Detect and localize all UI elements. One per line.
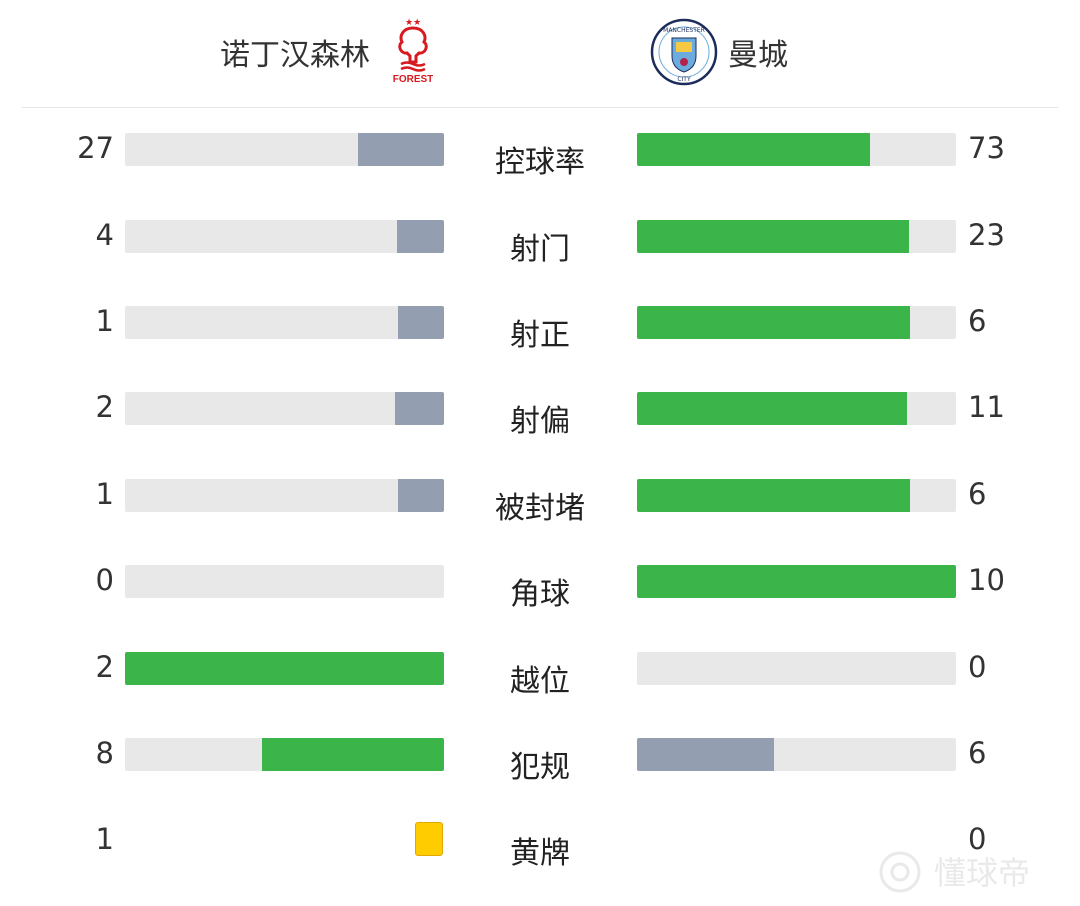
stat-row: 1 黄牌 0 <box>0 822 1080 871</box>
away-bar-fill <box>637 565 956 598</box>
yellow-card-icon <box>415 822 443 856</box>
home-value: 4 <box>95 218 114 252</box>
away-value: 0 <box>968 822 987 856</box>
home-team-name: 诺丁汉森林 <box>220 38 370 73</box>
stat-label: 黄牌 <box>510 836 570 871</box>
stat-row: 1 射正 6 <box>0 304 1080 353</box>
svg-text:MANCHESTER: MANCHESTER <box>663 27 705 34</box>
home-value: 0 <box>95 563 114 597</box>
home-value: 2 <box>95 650 114 684</box>
home-value: 27 <box>77 131 114 165</box>
manchester-city-logo: MANCHESTER CITY <box>650 18 718 86</box>
away-bar-fill <box>637 220 909 253</box>
home-bar <box>125 652 444 685</box>
away-value: 0 <box>968 650 987 684</box>
away-bar <box>637 479 956 512</box>
away-bar-fill <box>637 392 907 425</box>
home-bar <box>125 220 444 253</box>
away-bar <box>637 565 956 598</box>
stat-label: 被封堵 <box>495 491 585 526</box>
stat-row: 2 射偏 11 <box>0 390 1080 439</box>
away-bar-fill <box>637 738 774 771</box>
watermark-logo: 懂球帝 <box>879 851 1030 893</box>
home-bar-fill <box>261 738 444 771</box>
home-value: 1 <box>95 477 114 511</box>
home-bar <box>125 306 444 339</box>
stat-label: 控球率 <box>495 145 585 180</box>
away-value: 23 <box>968 218 1005 252</box>
home-value: 1 <box>95 304 114 338</box>
stat-row: 0 角球 10 <box>0 563 1080 612</box>
svg-text:FOREST: FOREST <box>393 74 433 85</box>
away-value: 6 <box>968 736 987 770</box>
stat-row: 4 射门 23 <box>0 218 1080 267</box>
away-bar <box>637 133 956 166</box>
home-bar-fill <box>357 133 444 166</box>
away-value: 73 <box>968 131 1005 165</box>
away-bar <box>637 306 956 339</box>
home-bar <box>125 738 444 771</box>
svg-text:CITY: CITY <box>677 76 691 83</box>
home-bar-fill <box>125 652 444 685</box>
home-bar-fill <box>398 306 444 339</box>
home-bar-fill <box>396 220 444 253</box>
home-bar <box>125 479 444 512</box>
header-divider <box>22 107 1058 108</box>
home-value: 2 <box>95 390 114 424</box>
home-bar <box>125 392 444 425</box>
away-team-name: 曼城 <box>728 38 788 73</box>
away-bar-fill <box>637 479 911 512</box>
away-bar-fill <box>637 133 870 166</box>
home-bar-fill <box>398 479 444 512</box>
nottingham-forest-logo: ★★ FOREST <box>393 18 433 85</box>
stat-label: 越位 <box>510 664 570 699</box>
stat-row: 2 越位 0 <box>0 650 1080 699</box>
away-bar <box>637 652 956 685</box>
stat-label: 角球 <box>510 577 570 612</box>
away-value: 6 <box>968 477 987 511</box>
away-value: 10 <box>968 563 1005 597</box>
home-value: 8 <box>95 736 114 770</box>
away-value: 11 <box>968 390 1005 424</box>
away-value: 6 <box>968 304 987 338</box>
stat-label: 射偏 <box>510 404 570 439</box>
away-bar <box>637 392 956 425</box>
stat-label: 射门 <box>510 232 570 267</box>
away-bar <box>637 220 956 253</box>
stat-row: 27 控球率 73 <box>0 131 1080 180</box>
home-value: 1 <box>95 822 114 856</box>
stat-row: 1 被封堵 6 <box>0 477 1080 526</box>
stat-label: 犯规 <box>510 750 570 785</box>
home-bar-fill <box>394 392 444 425</box>
stat-row: 8 犯规 6 <box>0 736 1080 785</box>
svg-text:★★: ★★ <box>405 18 421 28</box>
away-bar-fill <box>637 306 911 339</box>
home-bar <box>125 133 444 166</box>
stat-label: 射正 <box>510 318 570 353</box>
away-bar <box>637 738 956 771</box>
svg-text:懂球帝: 懂球帝 <box>934 854 1030 892</box>
home-bar <box>125 565 444 598</box>
